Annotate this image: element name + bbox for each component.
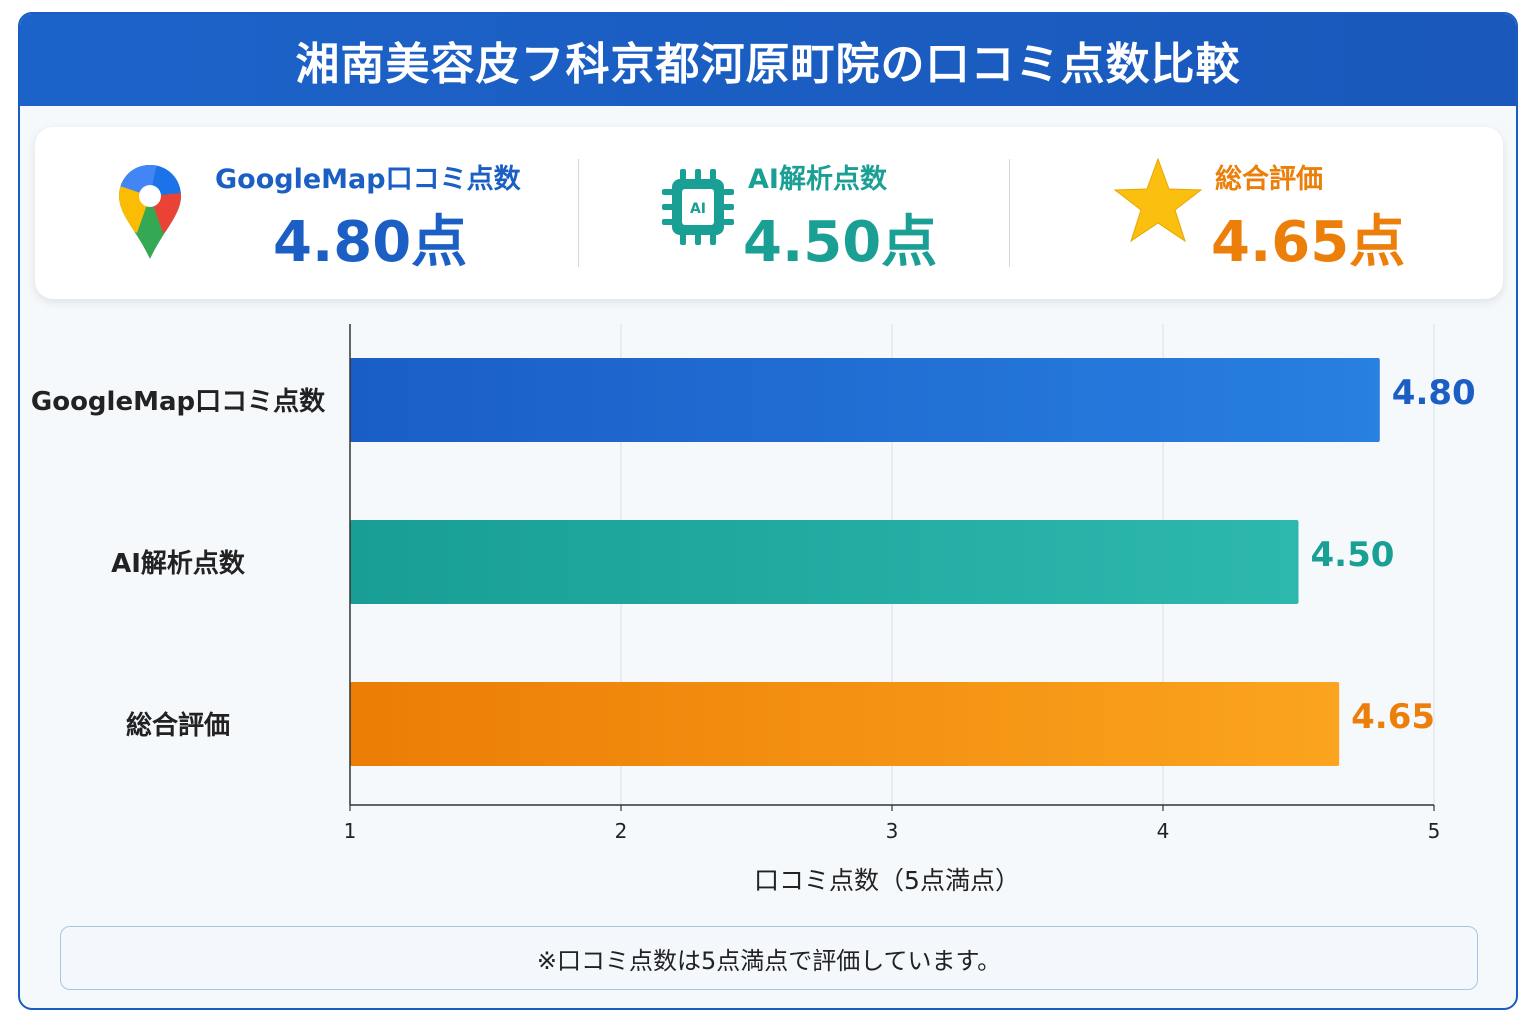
x-tick-label: 4 [1157,819,1170,843]
category-label: 総合評価 [126,710,230,741]
page-title: 湘南美容皮フ科京都河原町院の口コミ点数比較 [295,39,1241,90]
star-icon [1113,157,1203,243]
title-bar: 湘南美容皮フ科京都河原町院の口コミ点数比較 [20,14,1516,106]
footnote: ※口コミ点数は5点満点で評価しています。 [60,926,1478,990]
data-label: 4.65 [1351,697,1435,737]
bar [350,682,1340,766]
x-tick-label: 2 [615,819,628,843]
ai-chip-icon: AI [660,167,736,247]
summary-label-google: GoogleMap口コミ点数 [215,164,521,195]
summary-divider [578,159,579,267]
x-tick-label: 5 [1428,819,1441,843]
data-label: 4.80 [1392,373,1476,413]
data-label: 4.50 [1311,535,1395,575]
x-tick-label: 3 [886,819,899,843]
summary-value-google: 4.80点 [273,210,468,275]
summary-label-overall: 総合評価 [1215,164,1323,195]
summary-card: GoogleMap口コミ点数 4.80点 [35,127,1503,299]
google-maps-pin-icon [117,163,183,261]
category-label: AI解析点数 [111,548,246,579]
bar [350,520,1299,604]
chart-frame: 湘南美容皮フ科京都河原町院の口コミ点数比較 Goo [18,12,1518,1010]
x-axis-title: 口コミ点数（5点満点） [754,866,1020,895]
x-tick-label: 1 [344,819,357,843]
summary-divider [1009,159,1010,267]
svg-text:AI: AI [690,201,706,217]
summary-label-ai: AI解析点数 [748,164,887,195]
summary-value-ai: 4.50点 [743,210,938,275]
category-label: GoogleMap口コミ点数 [31,386,326,417]
bar [350,358,1380,442]
summary-value-overall: 4.65点 [1211,210,1406,275]
